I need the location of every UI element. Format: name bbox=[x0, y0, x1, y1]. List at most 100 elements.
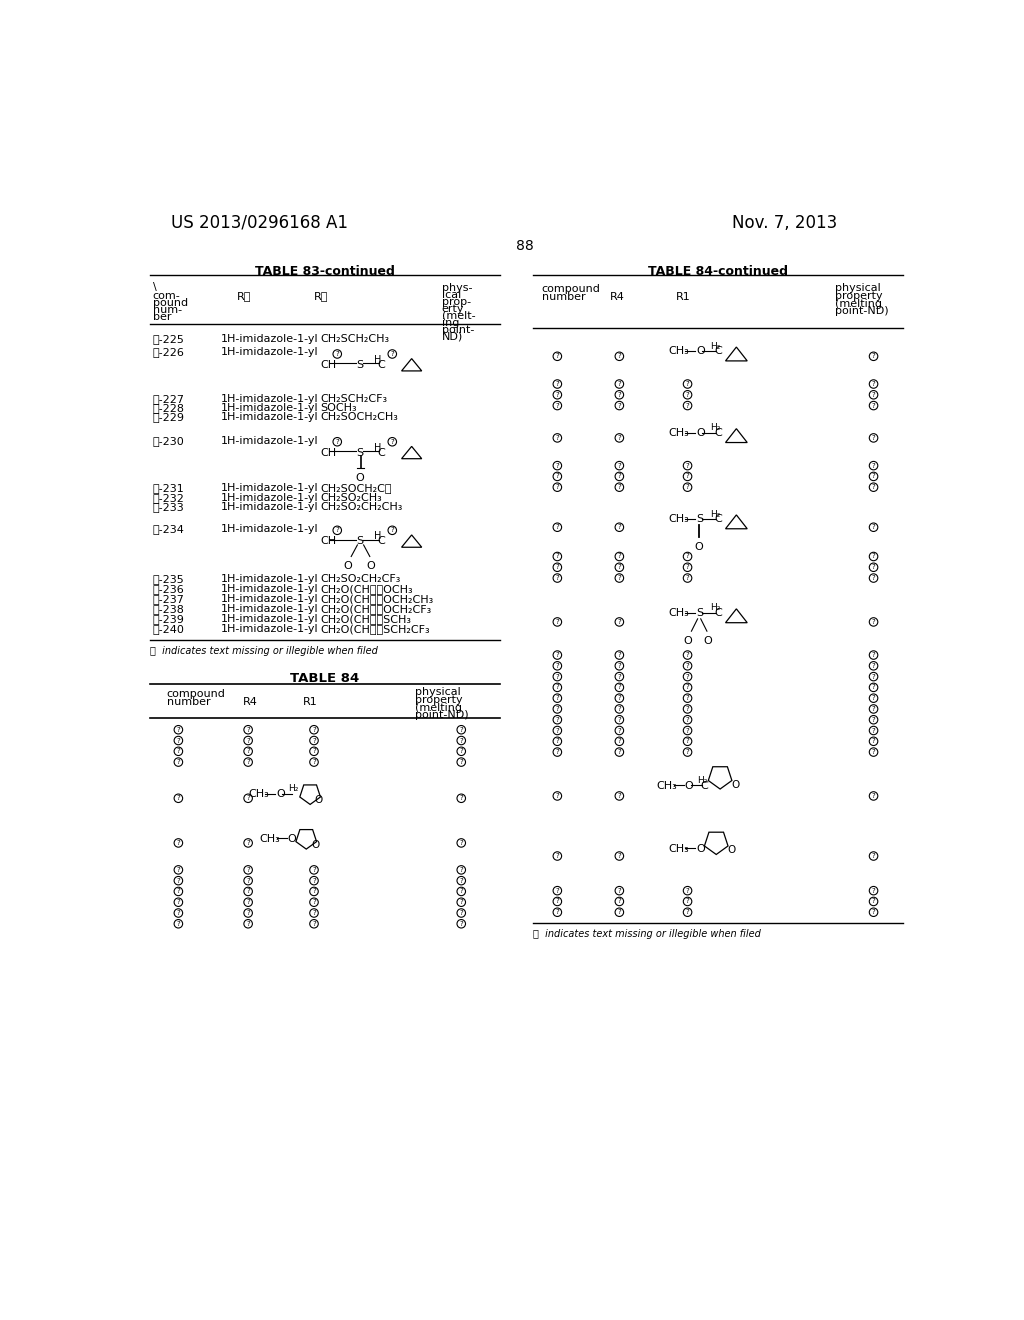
Text: ⓔ-232: ⓔ-232 bbox=[153, 492, 184, 503]
Text: ?: ? bbox=[460, 878, 463, 883]
Text: ?: ? bbox=[390, 351, 394, 356]
Text: O: O bbox=[288, 834, 296, 843]
Text: ?: ? bbox=[617, 652, 622, 659]
Text: ?: ? bbox=[246, 748, 250, 754]
Text: H₂: H₂ bbox=[710, 603, 721, 612]
Text: ?: ? bbox=[686, 696, 689, 701]
Text: ?: ? bbox=[555, 354, 559, 359]
Text: ?: ? bbox=[460, 795, 463, 801]
Text: O: O bbox=[731, 780, 739, 789]
Text: compound: compound bbox=[542, 284, 601, 294]
Text: ?: ? bbox=[871, 853, 876, 859]
Text: CH₃: CH₃ bbox=[669, 609, 689, 618]
Text: 1H-imidazole-1-yl: 1H-imidazole-1-yl bbox=[221, 594, 318, 605]
Text: ?: ? bbox=[176, 909, 180, 916]
Text: ⓔ-236: ⓔ-236 bbox=[153, 585, 184, 594]
Text: ?: ? bbox=[555, 684, 559, 690]
Text: CH: CH bbox=[321, 447, 336, 458]
Text: ?: ? bbox=[686, 887, 689, 894]
Text: S: S bbox=[356, 536, 364, 546]
Text: ?: ? bbox=[871, 652, 876, 659]
Text: ND): ND) bbox=[442, 331, 463, 342]
Text: ?: ? bbox=[460, 759, 463, 766]
Text: ?: ? bbox=[176, 899, 180, 906]
Text: ?: ? bbox=[617, 381, 622, 387]
Text: physical: physical bbox=[835, 284, 881, 293]
Text: compound: compound bbox=[167, 689, 225, 698]
Text: ?: ? bbox=[871, 748, 876, 755]
Text: ?: ? bbox=[686, 474, 689, 479]
Text: ?: ? bbox=[686, 899, 689, 904]
Text: ?: ? bbox=[871, 793, 876, 799]
Text: US 2013/0296168 A1: US 2013/0296168 A1 bbox=[171, 214, 347, 232]
Text: ?: ? bbox=[176, 759, 180, 766]
Text: ?: ? bbox=[246, 759, 250, 766]
Text: O: O bbox=[696, 428, 705, 438]
Text: R1: R1 bbox=[302, 697, 317, 706]
Text: ?: ? bbox=[246, 727, 250, 733]
Text: SOCH₃: SOCH₃ bbox=[321, 404, 356, 413]
Text: ?: ? bbox=[555, 909, 559, 915]
Text: O: O bbox=[727, 845, 735, 855]
Text: CH₃: CH₃ bbox=[669, 346, 689, 356]
Text: O: O bbox=[696, 346, 705, 356]
Text: C: C bbox=[715, 515, 722, 524]
Text: ?: ? bbox=[555, 434, 559, 441]
Text: ?: ? bbox=[871, 403, 876, 409]
Text: 1H-imidazole-1-yl: 1H-imidazole-1-yl bbox=[221, 347, 318, 356]
Text: 88: 88 bbox=[516, 239, 534, 253]
Text: O: O bbox=[367, 561, 376, 572]
Text: ?: ? bbox=[871, 392, 876, 397]
Text: number: number bbox=[167, 697, 210, 706]
Text: C: C bbox=[715, 609, 722, 618]
Text: ?: ? bbox=[686, 403, 689, 409]
Text: C: C bbox=[378, 536, 385, 546]
Text: ?: ? bbox=[617, 793, 622, 799]
Text: ?: ? bbox=[871, 706, 876, 711]
Text: 1H-imidazole-1-yl: 1H-imidazole-1-yl bbox=[221, 395, 318, 404]
Text: ?: ? bbox=[871, 887, 876, 894]
Text: ?: ? bbox=[871, 462, 876, 469]
Text: R4: R4 bbox=[610, 292, 625, 301]
Text: H: H bbox=[374, 355, 381, 364]
Text: 1H-imidazole-1-yl: 1H-imidazole-1-yl bbox=[221, 605, 318, 614]
Text: ⓔ  indicates text missing or illegible when filed: ⓔ indicates text missing or illegible wh… bbox=[532, 929, 761, 939]
Text: Nov. 7, 2013: Nov. 7, 2013 bbox=[732, 214, 838, 232]
Text: CH₂SO₂CH₃: CH₂SO₂CH₃ bbox=[321, 492, 382, 503]
Text: ?: ? bbox=[871, 564, 876, 570]
Text: ?: ? bbox=[176, 748, 180, 754]
Text: H₂: H₂ bbox=[710, 424, 721, 432]
Text: ?: ? bbox=[176, 840, 180, 846]
Text: H₂: H₂ bbox=[289, 784, 299, 793]
Text: ?: ? bbox=[686, 727, 689, 734]
Text: ?: ? bbox=[555, 474, 559, 479]
Text: ⓔ-239: ⓔ-239 bbox=[153, 614, 184, 624]
Text: ?: ? bbox=[617, 909, 622, 915]
Text: C: C bbox=[715, 346, 722, 356]
Text: ?: ? bbox=[555, 853, 559, 859]
Text: CH₃: CH₃ bbox=[656, 780, 677, 791]
Text: H: H bbox=[374, 442, 381, 453]
Text: 1H-imidazole-1-yl: 1H-imidazole-1-yl bbox=[221, 492, 318, 503]
Text: ber: ber bbox=[153, 312, 171, 322]
Text: ical: ical bbox=[442, 290, 461, 300]
Text: ?: ? bbox=[246, 738, 250, 743]
Text: ?: ? bbox=[555, 899, 559, 904]
Text: ?: ? bbox=[312, 738, 315, 743]
Text: ?: ? bbox=[617, 474, 622, 479]
Text: ?: ? bbox=[686, 717, 689, 723]
Text: ?: ? bbox=[336, 351, 339, 356]
Text: ?: ? bbox=[460, 867, 463, 873]
Text: ⓔ  indicates text missing or illegible when filed: ⓔ indicates text missing or illegible wh… bbox=[150, 645, 378, 656]
Text: 1H-imidazole-1-yl: 1H-imidazole-1-yl bbox=[221, 483, 318, 494]
Text: physical: physical bbox=[415, 688, 461, 697]
Text: ⓔ-234: ⓔ-234 bbox=[153, 524, 184, 535]
Text: ?: ? bbox=[246, 899, 250, 906]
Text: ⓔ-237: ⓔ-237 bbox=[153, 594, 184, 605]
Text: ?: ? bbox=[617, 673, 622, 680]
Text: ?: ? bbox=[460, 840, 463, 846]
Text: ?: ? bbox=[617, 717, 622, 723]
Text: CH₂O(CHⓔⓔOCH₂CF₃: CH₂O(CHⓔⓔOCH₂CF₃ bbox=[321, 605, 431, 614]
Text: ⓔ-226: ⓔ-226 bbox=[153, 347, 184, 356]
Text: CH₂O(CHⓔⓔOCH₃: CH₂O(CHⓔⓔOCH₃ bbox=[321, 585, 413, 594]
